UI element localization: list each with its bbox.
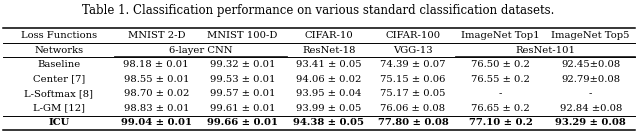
Text: 75.17 ± 0.05: 75.17 ± 0.05 — [380, 89, 445, 98]
Text: 76.65 ± 0.2: 76.65 ± 0.2 — [471, 104, 530, 113]
Text: 92.45±0.08: 92.45±0.08 — [561, 60, 620, 69]
Text: 94.38 ± 0.05: 94.38 ± 0.05 — [293, 118, 364, 127]
Text: 98.83 ± 0.01: 98.83 ± 0.01 — [124, 104, 189, 113]
Text: 99.53 ± 0.01: 99.53 ± 0.01 — [210, 75, 275, 84]
Text: 74.39 ± 0.07: 74.39 ± 0.07 — [380, 60, 445, 69]
Text: MNIST 100-D: MNIST 100-D — [207, 31, 278, 40]
Text: 99.57 ± 0.01: 99.57 ± 0.01 — [210, 89, 275, 98]
Text: 92.79±0.08: 92.79±0.08 — [561, 75, 620, 84]
Text: Center [7]: Center [7] — [33, 75, 85, 84]
Text: 76.55 ± 0.2: 76.55 ± 0.2 — [471, 75, 530, 84]
Text: 93.99 ± 0.05: 93.99 ± 0.05 — [296, 104, 362, 113]
Text: L-Softmax [8]: L-Softmax [8] — [24, 89, 93, 98]
Text: CIFAR-100: CIFAR-100 — [385, 31, 440, 40]
Text: Baseline: Baseline — [37, 60, 81, 69]
Text: CIFAR-10: CIFAR-10 — [305, 31, 353, 40]
Text: ResNet-18: ResNet-18 — [302, 46, 356, 55]
Text: 6-layer CNN: 6-layer CNN — [169, 46, 232, 55]
Text: 99.66 ± 0.01: 99.66 ± 0.01 — [207, 118, 278, 127]
Text: 77.80 ± 0.08: 77.80 ± 0.08 — [378, 118, 448, 127]
Text: ImageNet Top5: ImageNet Top5 — [552, 31, 630, 40]
Text: 76.50 ± 0.2: 76.50 ± 0.2 — [471, 60, 530, 69]
Text: -: - — [499, 89, 502, 98]
Text: 98.55 ± 0.01: 98.55 ± 0.01 — [124, 75, 189, 84]
Text: 98.70 ± 0.02: 98.70 ± 0.02 — [124, 89, 189, 98]
Text: 75.15 ± 0.06: 75.15 ± 0.06 — [380, 75, 445, 84]
Text: Networks: Networks — [34, 46, 83, 55]
Text: ResNet-101: ResNet-101 — [515, 46, 575, 55]
Text: VGG-13: VGG-13 — [393, 46, 433, 55]
Text: 92.84 ±0.08: 92.84 ±0.08 — [559, 104, 622, 113]
Text: 93.95 ± 0.04: 93.95 ± 0.04 — [296, 89, 362, 98]
Text: 94.06 ± 0.02: 94.06 ± 0.02 — [296, 75, 362, 84]
Text: 93.41 ± 0.05: 93.41 ± 0.05 — [296, 60, 362, 69]
Text: MNIST 2-D: MNIST 2-D — [127, 31, 185, 40]
Text: 99.32 ± 0.01: 99.32 ± 0.01 — [210, 60, 275, 69]
Text: -: - — [589, 89, 593, 98]
Text: Loss Functions: Loss Functions — [20, 31, 97, 40]
Text: 77.10 ± 0.2: 77.10 ± 0.2 — [468, 118, 532, 127]
Text: 99.04 ± 0.01: 99.04 ± 0.01 — [121, 118, 192, 127]
Text: 93.29 ± 0.08: 93.29 ± 0.08 — [556, 118, 626, 127]
Text: ImageNet Top1: ImageNet Top1 — [461, 31, 540, 40]
Text: Table 1. Classification performance on various standard classification datasets.: Table 1. Classification performance on v… — [82, 4, 554, 17]
Text: ICU: ICU — [48, 118, 69, 127]
Text: 99.61 ± 0.01: 99.61 ± 0.01 — [210, 104, 275, 113]
Text: 98.18 ± 0.01: 98.18 ± 0.01 — [124, 60, 189, 69]
Text: 76.06 ± 0.08: 76.06 ± 0.08 — [380, 104, 445, 113]
Text: L-GM [12]: L-GM [12] — [33, 104, 84, 113]
